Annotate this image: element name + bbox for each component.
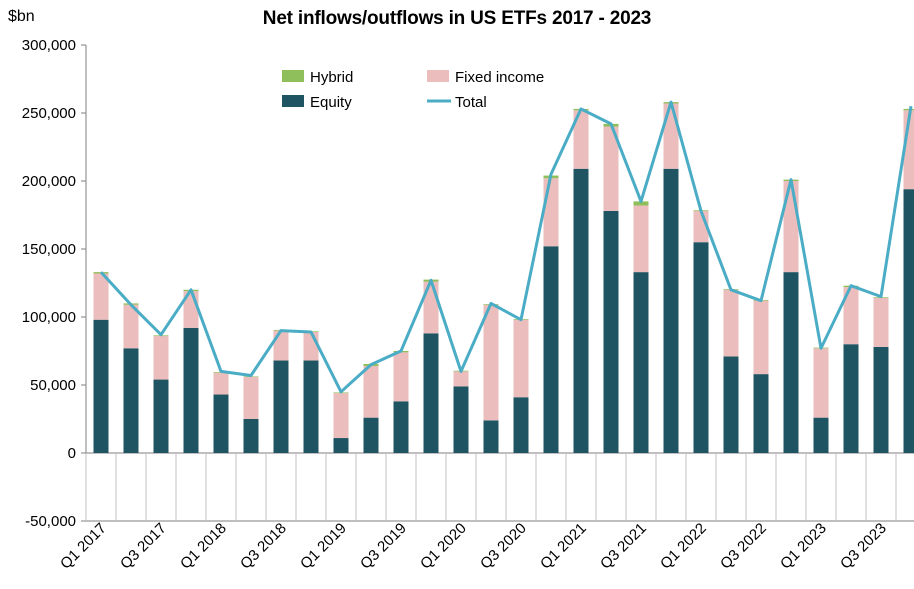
legend-swatch-equity xyxy=(282,95,304,107)
legend: Hybrid Fixed income Equity Total xyxy=(282,69,544,111)
bar-segment-equity xyxy=(723,356,739,453)
bar-segment-equity xyxy=(453,386,469,453)
bar-segment-fixed-income xyxy=(303,331,319,361)
total-line xyxy=(99,100,913,394)
bar-segment-equity xyxy=(843,344,859,453)
x-tick-label: Q3 2023 xyxy=(837,520,890,573)
bar-segment-equity xyxy=(183,327,199,453)
bar-segment-equity xyxy=(903,189,914,453)
bar-segment-equity xyxy=(693,242,709,453)
x-tick-label: Q3 2019 xyxy=(357,520,410,573)
bar-segment-equity xyxy=(633,272,649,453)
bars-group xyxy=(93,102,914,453)
bar-segment-fixed-income xyxy=(633,205,649,273)
bar-segment-equity xyxy=(603,210,619,453)
x-tick-label: Q3 2017 xyxy=(117,520,170,573)
total-line-group xyxy=(99,100,913,394)
bar-segment-equity xyxy=(483,420,499,453)
bar-segment-fixed-income xyxy=(363,365,379,418)
legend-label-fixed-income: Fixed income xyxy=(455,69,544,86)
bar-segment-equity xyxy=(873,346,889,453)
bar-segment-equity xyxy=(303,360,319,453)
bar-segment-equity xyxy=(243,419,259,453)
bar-segment-fixed-income xyxy=(333,393,349,439)
x-tick-label: Q1 2019 xyxy=(297,520,350,573)
y-tick-label: 150,000 xyxy=(22,241,76,258)
y-tick-label: 200,000 xyxy=(22,173,76,190)
legend-label-hybrid: Hybrid xyxy=(310,69,353,86)
bar-segment-equity xyxy=(813,417,829,453)
x-tick-label: Q3 2020 xyxy=(477,520,530,573)
x-tick-label: Q1 2021 xyxy=(537,520,590,573)
bar-segment-hybrid xyxy=(633,201,649,206)
bar-segment-fixed-income xyxy=(903,110,914,190)
y-axis-unit-label: $bn xyxy=(8,8,35,25)
legend-label-equity: Equity xyxy=(310,94,352,111)
y-tick-label: 50,000 xyxy=(30,377,76,394)
axes: -50,000 0 50,000 100,000 150,000 200,000 250,0… xyxy=(22,37,914,573)
legend-swatch-fixed-income xyxy=(427,70,449,82)
bar-segment-equity xyxy=(333,438,349,453)
bar-segment-fixed-income xyxy=(483,304,499,421)
bar-segment-equity xyxy=(393,401,409,453)
y-tick-label: -50,000 xyxy=(25,513,76,530)
bar-segment-fixed-income xyxy=(603,126,619,211)
legend-label-total: Total xyxy=(455,94,487,111)
legend-swatch-hybrid xyxy=(282,70,304,82)
bar-segment-fixed-income xyxy=(873,297,889,347)
bar-segment-equity xyxy=(573,168,589,453)
bar-segment-fixed-income xyxy=(753,300,769,375)
x-tick-label: Q3 2022 xyxy=(717,520,770,573)
bar-segment-equity xyxy=(663,168,679,453)
bar-segment-equity xyxy=(273,360,289,453)
bar-segment-fixed-income xyxy=(453,371,469,387)
bar-segment-equity xyxy=(213,394,229,453)
bar-segment-equity xyxy=(513,397,529,453)
x-tick-label: Q1 2022 xyxy=(657,520,710,573)
y-tick-label: 300,000 xyxy=(22,37,76,54)
y-tick-label: 250,000 xyxy=(22,105,76,122)
x-tick-label: Q3 2018 xyxy=(237,520,290,573)
bar-segment-equity xyxy=(543,246,559,453)
bar-segment-equity xyxy=(153,379,169,453)
bar-segment-fixed-income xyxy=(153,336,169,380)
bar-segment-fixed-income xyxy=(663,103,679,169)
bar-segment-fixed-income xyxy=(843,287,859,345)
bar-segment-fixed-income xyxy=(93,273,109,320)
x-tick-label: Q1 2020 xyxy=(417,520,470,573)
bar-segment-hybrid xyxy=(903,108,914,111)
y-tick-label: 100,000 xyxy=(22,309,76,326)
bar-segment-equity xyxy=(783,272,799,453)
bar-segment-fixed-income xyxy=(813,348,829,418)
bar-segment-fixed-income xyxy=(393,352,409,402)
x-tick-label: Q1 2018 xyxy=(177,520,230,573)
bar-segment-equity xyxy=(753,374,769,453)
bar-segment-fixed-income xyxy=(573,110,589,169)
bar-segment-fixed-income xyxy=(243,376,259,419)
y-tick-label: 0 xyxy=(68,445,76,462)
bar-segment-fixed-income xyxy=(513,319,529,398)
bar-segment-fixed-income xyxy=(123,304,139,349)
bar-segment-fixed-income xyxy=(723,289,739,357)
chart-title: Net inflows/outflows in US ETFs 2017 - 2… xyxy=(262,8,652,29)
bar-segment-equity xyxy=(123,348,139,453)
bar-segment-equity xyxy=(423,333,439,453)
bar-segment-fixed-income xyxy=(213,372,229,395)
bar-segment-fixed-income xyxy=(273,330,289,361)
x-tick-label: Q3 2021 xyxy=(597,520,650,573)
bar-segment-equity xyxy=(363,417,379,453)
bar-segment-equity xyxy=(93,319,109,453)
bar-segment-fixed-income xyxy=(543,178,559,247)
x-tick-label: Q1 2023 xyxy=(777,520,830,573)
